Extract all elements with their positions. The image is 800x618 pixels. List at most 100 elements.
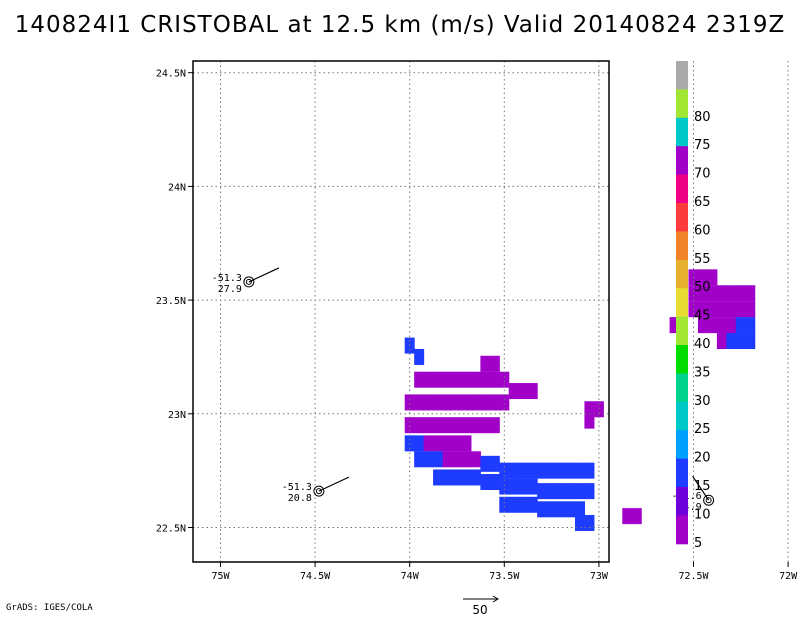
colorbar-swatch: [676, 458, 688, 488]
shaded-cell: [423, 394, 434, 411]
shaded-cell: [593, 401, 604, 418]
colorbar-label: 60: [694, 223, 711, 238]
shaded-cell: [433, 417, 444, 434]
station-ring: [703, 494, 715, 506]
shaded-cell: [452, 469, 462, 486]
shaded-cell: [584, 462, 595, 479]
colorbar: 5 10 15 20 25 30 35 40 45 50 55 60 65 70 75 80: [676, 61, 711, 551]
shaded-cell: [518, 478, 529, 495]
shaded-cell: [470, 394, 481, 411]
shaded-cell: [556, 483, 567, 500]
colorbar-swatch: [676, 231, 688, 261]
shaded-cell: [470, 451, 481, 468]
colorbar-swatch: [676, 61, 688, 90]
shaded-cell: [584, 401, 595, 418]
footer-credit: GrADS: IGES/COLA: [6, 603, 93, 613]
shaded-cell: [461, 469, 472, 486]
shaded-cell: [622, 508, 633, 525]
shaded-cell: [735, 317, 746, 334]
shaded-cell: [489, 394, 500, 411]
shaded-cell: [470, 417, 481, 434]
shaded-cell: [470, 371, 481, 388]
shaded-cell: [669, 317, 680, 334]
shaded-cell: [442, 417, 453, 434]
shaded-cell: [518, 496, 529, 513]
shaded-cell: [480, 417, 491, 434]
shaded-cell: [433, 394, 444, 411]
shaded-cell: [527, 462, 538, 479]
shaded-cell: [414, 371, 425, 388]
station-ring-inner: [315, 488, 322, 495]
x-tick-label: 74W: [401, 571, 420, 582]
shaded-cell: [716, 285, 727, 302]
shaded-cell: [404, 417, 415, 434]
wind-barb: [692, 475, 710, 501]
shaded-cell: [546, 501, 557, 518]
shaded-cell: [423, 451, 434, 468]
shaded-cell: [556, 501, 567, 518]
vector-key-arrowhead: [492, 595, 499, 603]
colorbar-swatch: [676, 345, 688, 374]
y-tick-label: 23N: [168, 410, 186, 421]
shaded-cell: [726, 285, 737, 302]
station-temp: -51.3: [282, 482, 312, 493]
shaded-cell: [518, 462, 529, 479]
shaded-cell: [442, 394, 453, 411]
shaded-cell: [574, 483, 585, 500]
x-tick-label: 73W: [590, 571, 609, 582]
x-tick-label: 73.5W: [489, 571, 520, 582]
shaded-cell: [546, 462, 557, 479]
shaded-cell: [442, 469, 453, 486]
shaded-cell: [527, 496, 538, 513]
colorbar-label: 40: [694, 337, 711, 352]
shaded-cell: [442, 451, 453, 468]
station: -51.320.8: [282, 476, 350, 504]
shaded-cell: [574, 501, 585, 518]
shaded-cell: [745, 317, 756, 334]
shaded-cell: [489, 455, 500, 472]
shaded-cell: [442, 435, 453, 452]
shaded-cell: [508, 496, 519, 513]
shaded-cell: [480, 371, 491, 388]
x-tick-label: 72W: [779, 571, 798, 582]
shaded-cell: [508, 383, 519, 400]
shaded-cell: [461, 394, 472, 411]
vector-key-label: 50: [472, 603, 487, 617]
shaded-cell: [631, 508, 642, 525]
station-plots: -52.6-51.827.8-51.7-51.727.0-52.024.3-51…: [212, 267, 715, 513]
shaded-cell: [716, 317, 727, 334]
shaded-cell: [745, 285, 756, 302]
colorbar-label: 15: [694, 479, 711, 494]
shaded-cell: [480, 455, 491, 472]
x-tick-label: 72.5W: [678, 571, 709, 582]
y-tick-label: 24N: [168, 182, 186, 193]
shaded-cell: [697, 317, 708, 334]
colorbar-swatch: [676, 259, 688, 289]
colorbar-label: 65: [694, 195, 711, 210]
lat-lon-grid: [193, 61, 789, 562]
shaded-cell: [433, 371, 444, 388]
colorbar-swatch: [676, 288, 688, 318]
x-tick-label: 74.5W: [300, 571, 331, 582]
vector-key: 50: [463, 595, 499, 617]
wind-barb: [248, 267, 280, 283]
shaded-cell: [527, 478, 538, 495]
shaded-cell: [480, 355, 491, 372]
shaded-cell: [433, 451, 444, 468]
shaded-cell: [697, 301, 708, 318]
colorbar-label: 35: [694, 365, 711, 380]
shaded-cell: [584, 412, 595, 429]
station-ring-inner: [245, 278, 252, 285]
x-tick-label: 75W: [211, 571, 230, 582]
shaded-cell: [499, 496, 510, 513]
shaded-cell: [461, 435, 472, 452]
colorbar-label: 30: [694, 394, 711, 409]
colorbar-label: 45: [694, 309, 711, 324]
shaded-cell: [423, 371, 434, 388]
shaded-cell: [726, 317, 737, 334]
shaded-cell: [688, 285, 699, 302]
shaded-cell: [489, 371, 500, 388]
shaded-cell: [470, 469, 481, 486]
colorbar-label: 25: [694, 422, 711, 437]
